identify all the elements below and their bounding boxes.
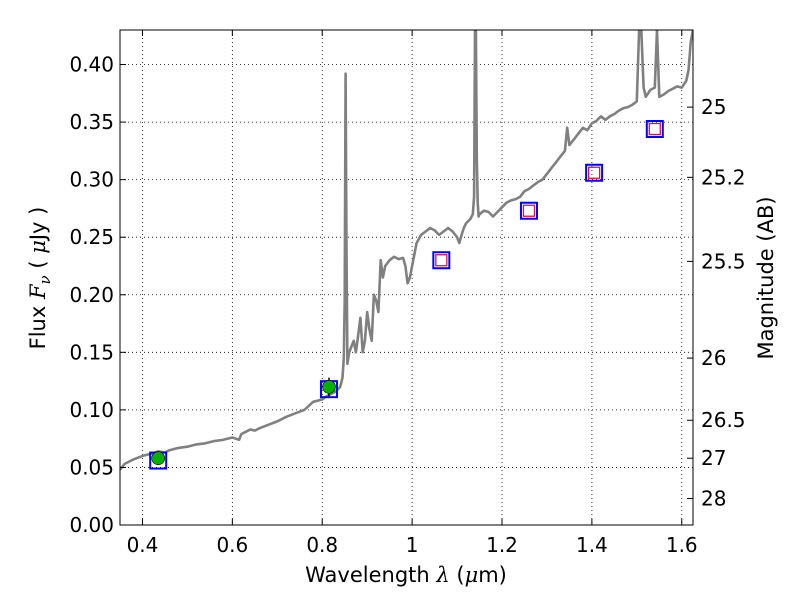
y-tick-label: 0.35 [69, 110, 114, 134]
observed-point [322, 380, 336, 394]
model-blue-square [645, 120, 664, 138]
y-tick-label: 0.15 [69, 340, 114, 364]
model-red-square [522, 204, 536, 217]
grid [120, 30, 693, 526]
x-tick-label: 0.4 [127, 533, 159, 557]
x-tick-label: 1.6 [666, 533, 698, 557]
tick-marks [120, 30, 693, 526]
y-tick-label: 0.30 [69, 168, 114, 192]
y2-tick-label: 26 [701, 346, 726, 370]
y2-tick-label: 27 [701, 446, 726, 470]
x-tick-label: 0.6 [216, 533, 248, 557]
model-red-square [435, 254, 448, 267]
model-red-square [587, 166, 601, 179]
x-tick-label: 1.2 [486, 533, 518, 557]
y2-axis-label: Magnitude (AB) [754, 196, 778, 359]
observed-point [151, 451, 165, 466]
y-tick-label: 0.20 [69, 283, 114, 307]
x-tick-label: 1.4 [576, 533, 608, 557]
x-axis-label: Wavelength λ (μm) [305, 563, 507, 587]
y-tick-label: 0.05 [69, 455, 114, 479]
y-tick-label: 0.10 [69, 398, 114, 422]
model-blue-square [585, 163, 604, 182]
x-tick-label: 1 [406, 533, 419, 557]
model-blue-square [519, 201, 538, 220]
plot-frame [119, 29, 694, 526]
y2-tick-label: 25.5 [701, 249, 746, 273]
y-axis-label: Flux Fν ( μJy ) [26, 207, 54, 350]
model-blue-square [432, 251, 451, 270]
plot-marks [120, 30, 693, 471]
y-tick-label: 0.40 [69, 53, 114, 77]
y2-tick-label: 26.5 [701, 408, 746, 432]
y-tick-label: 0.25 [69, 225, 114, 249]
y-tick-label: 0.00 [69, 513, 114, 537]
y2-tick-label: 25 [701, 95, 726, 119]
x-tick-label: 0.8 [306, 533, 338, 557]
spectrum-line [120, 30, 693, 471]
y2-tick-label: 25.2 [701, 165, 746, 189]
model-red-square [648, 122, 661, 136]
y2-tick-label: 28 [701, 487, 726, 511]
